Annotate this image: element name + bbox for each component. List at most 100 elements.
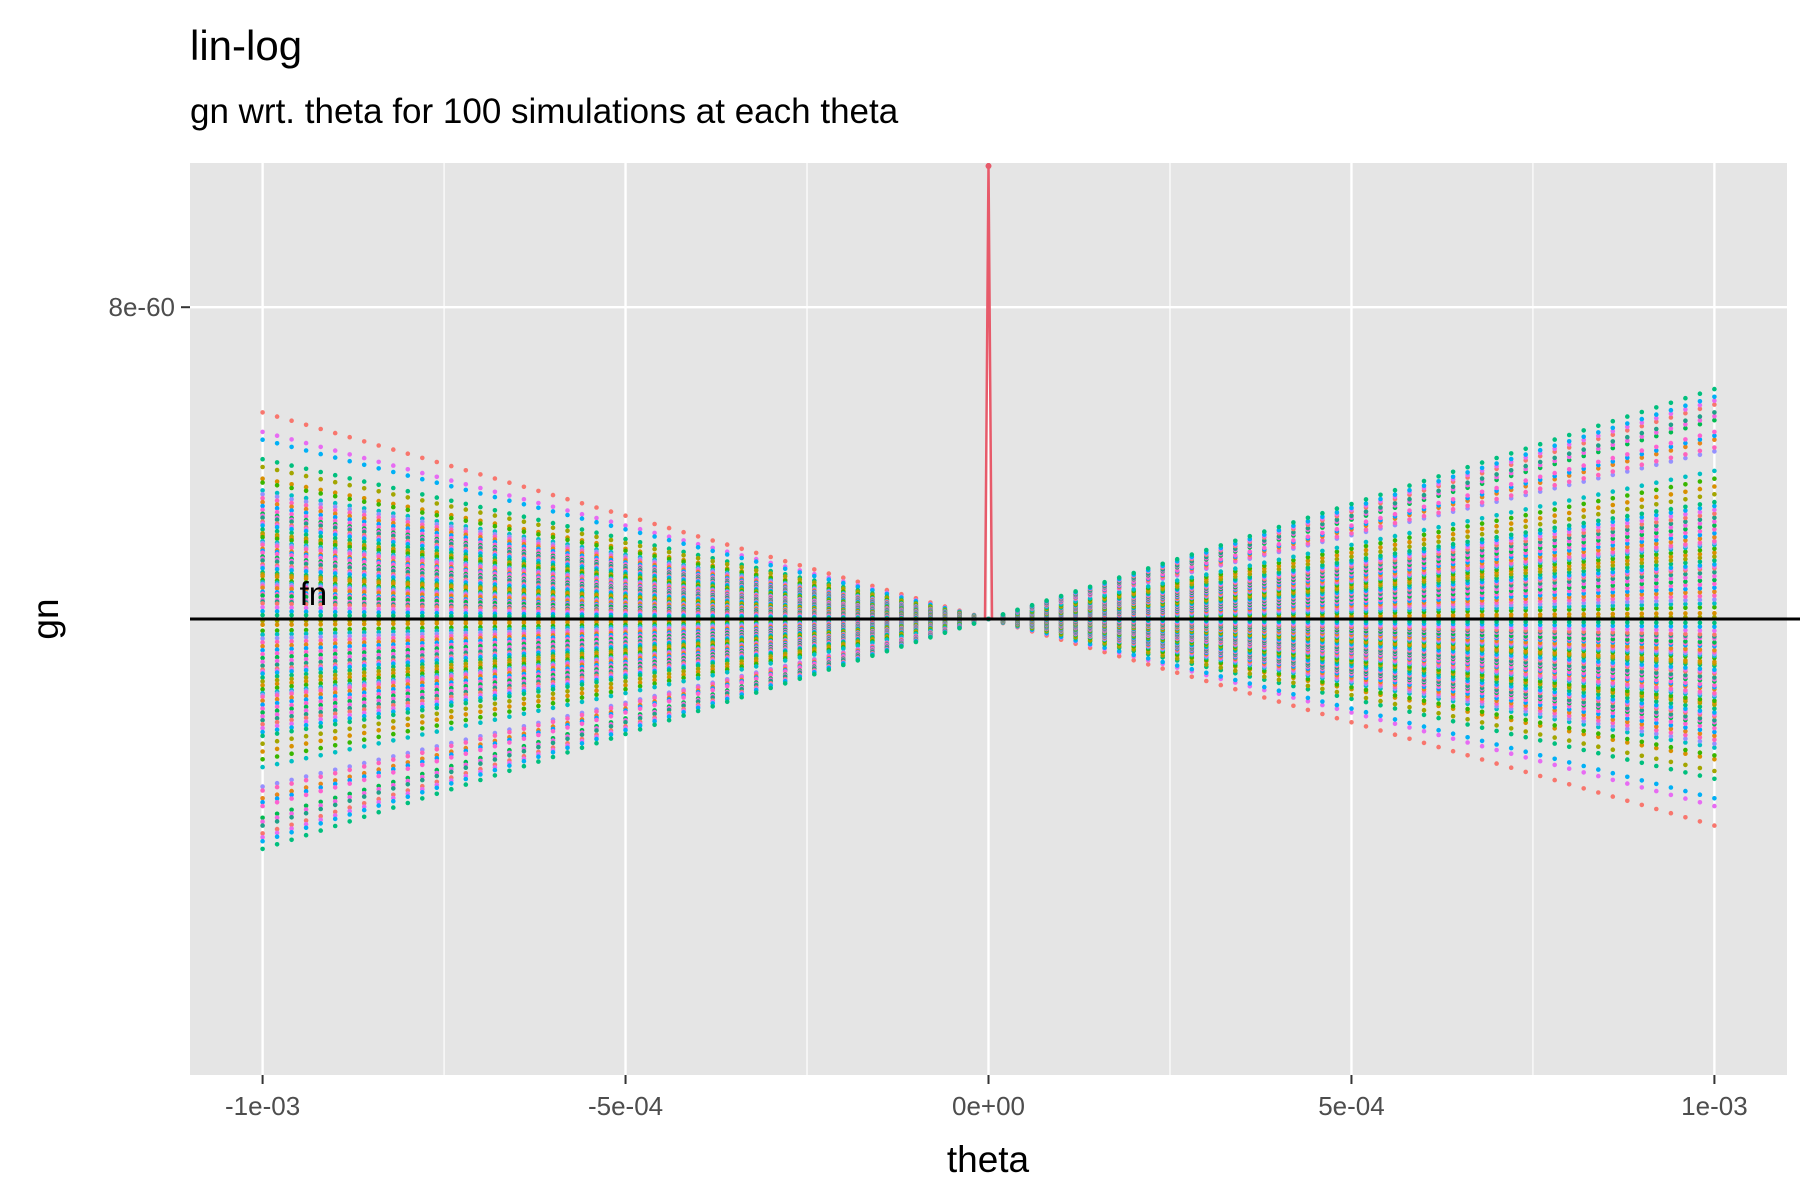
data-point: [1320, 702, 1325, 708]
data-point: [1174, 670, 1180, 675]
data-point: [797, 563, 803, 568]
data-point: [608, 537, 614, 543]
data-point: [1625, 774, 1630, 780]
data-point: [1334, 693, 1340, 698]
data-point: [318, 487, 324, 493]
data-point: [1421, 698, 1427, 704]
data-point: [1610, 734, 1616, 739]
data-point: [1683, 796, 1688, 801]
data-point: [1189, 659, 1195, 664]
data-point: [1450, 719, 1456, 724]
data-point: [1596, 721, 1601, 727]
data-point: [666, 556, 672, 562]
data-point: [1334, 706, 1340, 712]
data-point: [1639, 732, 1645, 738]
data-point: [1160, 659, 1165, 665]
data-point: [303, 488, 309, 494]
data-point: [782, 566, 788, 572]
data-point: [608, 509, 614, 514]
data-point: [405, 495, 411, 500]
data-point: [332, 511, 338, 517]
data-point: [1610, 777, 1616, 783]
data-point: [463, 518, 469, 524]
data-point: [1610, 770, 1616, 776]
data-point: [1407, 736, 1412, 742]
data-point: [1581, 770, 1586, 775]
data-point: [1581, 728, 1586, 734]
data-point: [1479, 743, 1485, 749]
data-point: [782, 574, 788, 579]
data-point: [1697, 765, 1703, 771]
data-point: [565, 508, 570, 513]
data-point: [1204, 678, 1209, 684]
data-point: [1625, 740, 1630, 745]
data-point: [507, 480, 512, 486]
data-point: [318, 476, 324, 482]
data-point: [1654, 735, 1659, 740]
data-point: [1566, 713, 1572, 718]
data-point: [1508, 731, 1514, 737]
data-point: [1523, 734, 1528, 740]
data-point: [420, 492, 425, 497]
data-point: [1581, 722, 1586, 727]
data-point: [347, 496, 353, 502]
data-point: [753, 568, 759, 573]
data-point: [1668, 733, 1674, 739]
data-point: [1421, 740, 1427, 746]
data-point: [739, 555, 744, 561]
data-point: [1392, 732, 1398, 737]
data-point: [1174, 663, 1180, 668]
data-point: [1247, 671, 1253, 676]
data-point: [1610, 754, 1616, 759]
data-point: [1697, 735, 1703, 740]
data-point: [478, 521, 483, 526]
data-point: [1378, 717, 1383, 723]
data-point: [449, 515, 454, 521]
data-point: [274, 502, 280, 507]
data-point: [420, 498, 425, 503]
data-point: [1305, 707, 1311, 713]
data-point: [1508, 751, 1514, 756]
data-point: [1349, 692, 1354, 698]
data-point: [1639, 778, 1645, 783]
data-point: [1465, 706, 1470, 712]
data-point: [1523, 755, 1528, 760]
data-point: [536, 488, 541, 494]
data-point: [463, 482, 469, 487]
data-point: [492, 513, 498, 518]
data-point: [332, 430, 338, 436]
data-point: [260, 492, 265, 497]
data-point: [289, 470, 294, 476]
data-point: [434, 480, 440, 486]
data-point: [507, 511, 512, 516]
data-point: [1566, 744, 1572, 750]
data-point: [1596, 731, 1601, 736]
data-point: [289, 418, 294, 424]
data-point: [1552, 723, 1557, 728]
data-point: [1305, 687, 1311, 692]
data-point: [579, 501, 585, 506]
data-point: [1610, 794, 1616, 799]
data-point: [652, 530, 657, 536]
data-point: [289, 444, 294, 450]
data-point: [1581, 731, 1586, 737]
data-point: [536, 517, 541, 523]
data-point: [623, 523, 628, 528]
data-point: [391, 501, 396, 507]
data-point: [1392, 706, 1398, 711]
data-point: [1581, 715, 1586, 721]
data-point: [1654, 727, 1659, 733]
data-point: [376, 489, 382, 494]
data-point: [1639, 802, 1645, 808]
data-point: [1116, 653, 1122, 659]
data-point: [1320, 679, 1325, 684]
data-point: [449, 498, 454, 504]
data-point: [1320, 686, 1325, 692]
data-point: [1683, 815, 1688, 820]
data-point: [361, 455, 367, 461]
data-point: [405, 473, 411, 478]
data-point: [637, 551, 643, 556]
data-point: [666, 537, 672, 543]
data-point: [1291, 692, 1296, 697]
data-point: [347, 482, 353, 488]
